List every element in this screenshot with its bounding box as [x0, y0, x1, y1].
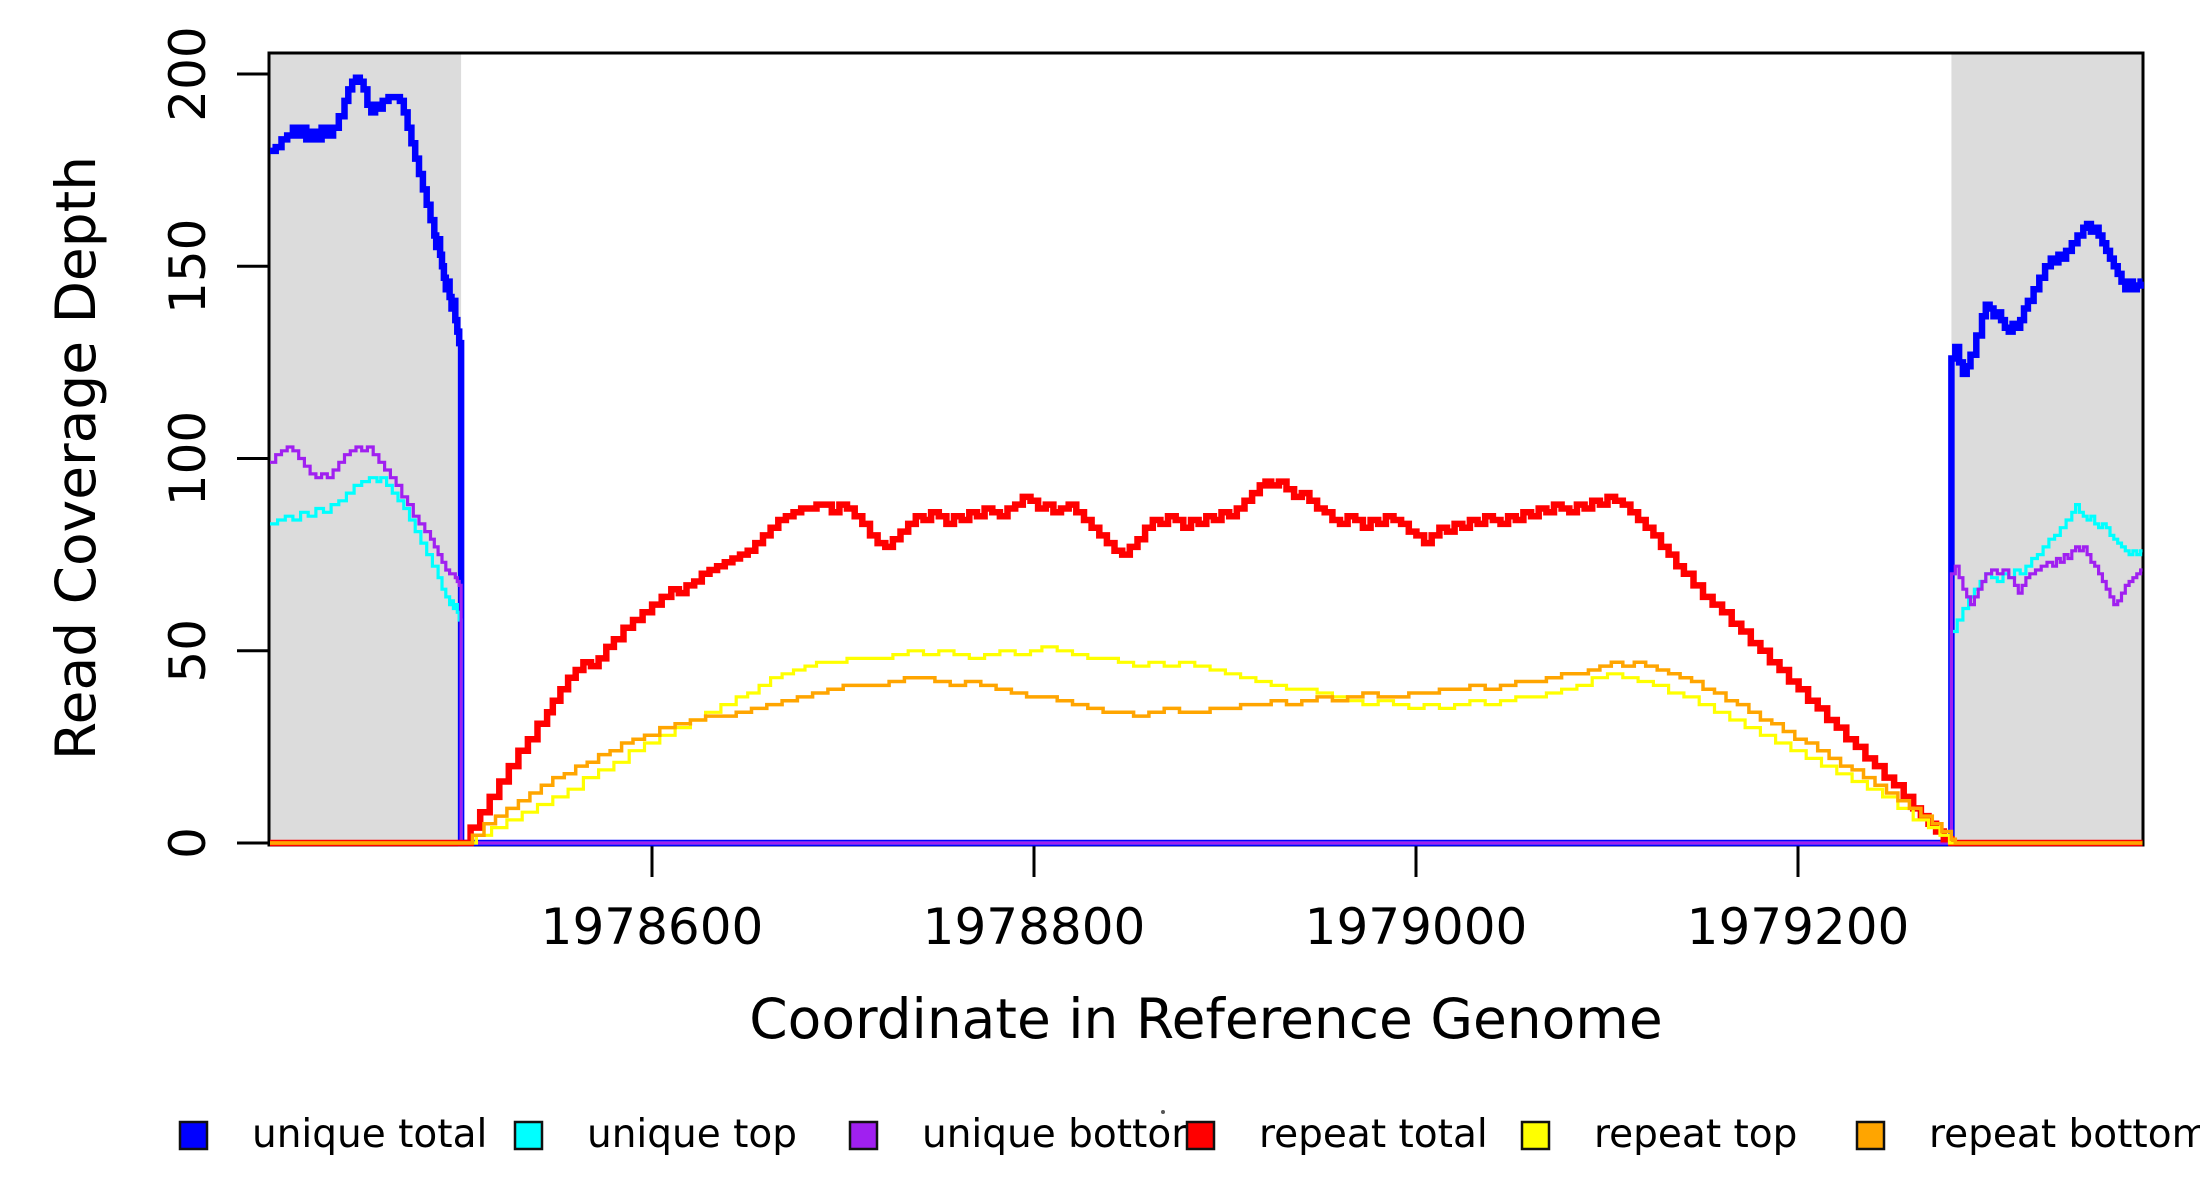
x-tick-label: 1978600 [541, 898, 764, 956]
legend-item-repeat-bottom: repeat bottom [1855, 1112, 2200, 1157]
series-repeat-bottom [270, 660, 2143, 845]
stray-dot [1161, 1110, 1165, 1114]
legend-item-unique-total: unique total [178, 1112, 487, 1157]
y-tick-label: 150 [159, 219, 217, 314]
repeat-top-swatch-icon [1520, 1120, 1551, 1151]
legend-item-unique-bottom: unique bottom [848, 1112, 1209, 1157]
repeat-bottom-swatch-icon [1855, 1120, 1886, 1151]
unique-total-swatch-icon [178, 1120, 209, 1151]
x-tick-label: 1978800 [923, 898, 1146, 956]
unique-bottom-swatch-icon [848, 1120, 879, 1151]
y-tick-label: 100 [159, 411, 217, 506]
legend-item-repeat-top: repeat top [1520, 1112, 1797, 1157]
unique-region-shading [1951, 54, 2143, 844]
y-tick-label: 200 [159, 26, 217, 121]
legend-label: unique total [252, 1112, 487, 1157]
legend-label: repeat top [1594, 1112, 1797, 1157]
unique-region-shading [270, 54, 462, 844]
y-axis-ticks [237, 72, 269, 845]
shaded-regions-layer [270, 54, 2143, 844]
series-unique-top [270, 476, 2143, 845]
legend-item-unique-top: unique top [513, 1112, 797, 1157]
y-axis-title: Read Coverage Depth [44, 156, 108, 760]
legend-label: unique top [587, 1112, 797, 1157]
y-tick-label: 0 [159, 827, 217, 859]
series-layer [270, 74, 2144, 847]
legend-item-repeat-total: repeat total [1185, 1112, 1488, 1157]
legend-label: repeat bottom [1929, 1112, 2200, 1157]
legend-label: repeat total [1259, 1112, 1488, 1157]
series-unique-bottom [270, 445, 2143, 845]
series-repeat-total [270, 478, 2143, 847]
legend-label: unique bottom [922, 1112, 1209, 1157]
x-axis-title: Coordinate in Reference Genome [749, 987, 1662, 1051]
unique-top-swatch-icon [513, 1120, 544, 1151]
y-tick-label: 50 [159, 619, 217, 683]
x-axis-ticks [650, 845, 1800, 877]
x-tick-label: 1979200 [1687, 898, 1910, 956]
repeat-total-swatch-icon [1185, 1120, 1216, 1151]
x-tick-label: 1979000 [1305, 898, 1528, 956]
series-unique-total [270, 74, 2144, 847]
legend: unique total unique top unique bottom re… [178, 1112, 2200, 1157]
